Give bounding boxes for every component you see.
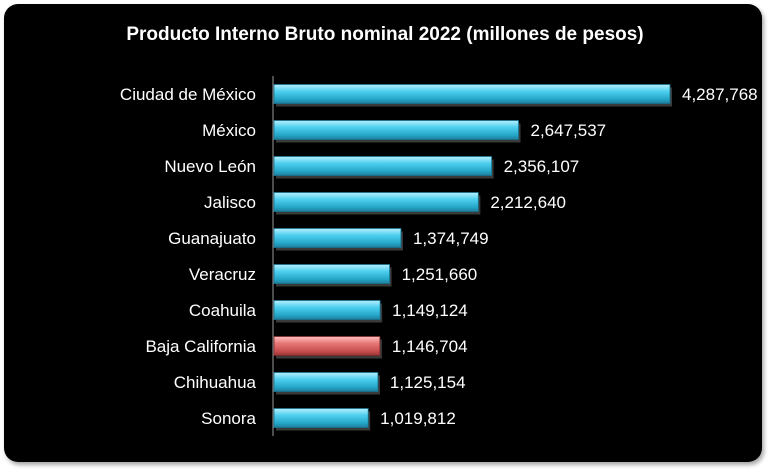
value-label: 1,146,704 [392,337,468,356]
bar [273,228,402,248]
bar [273,84,671,104]
bar [273,300,381,320]
category-label: Nuevo León [164,157,256,176]
bar [273,408,369,428]
value-label: 2,356,107 [504,157,580,176]
value-label: 1,019,812 [380,409,456,428]
bar [273,264,390,284]
category-label: Baja California [145,337,256,356]
value-label: 1,149,124 [392,301,468,320]
value-label: 1,125,154 [390,373,466,392]
bar-highlighted [273,336,381,356]
category-label: México [202,121,256,140]
value-label: 1,251,660 [402,265,478,284]
bar [273,156,493,176]
value-label: 2,212,640 [490,193,566,212]
value-label: 4,287,768 [682,85,758,104]
value-label: 2,647,537 [531,121,607,140]
category-label: Coahuila [189,301,257,320]
chart-title: Producto Interno Bruto nominal 2022 (mil… [126,24,644,45]
bar [273,192,479,212]
category-label: Sonora [201,409,256,428]
category-label: Guanajuato [168,229,256,248]
bar [273,372,379,392]
bar [273,120,519,140]
category-label: Chihuahua [174,373,257,392]
category-label: Ciudad de México [120,85,256,104]
value-label: 1,374,749 [413,229,489,248]
category-label: Veracruz [189,265,256,284]
category-label: Jalisco [204,193,256,212]
